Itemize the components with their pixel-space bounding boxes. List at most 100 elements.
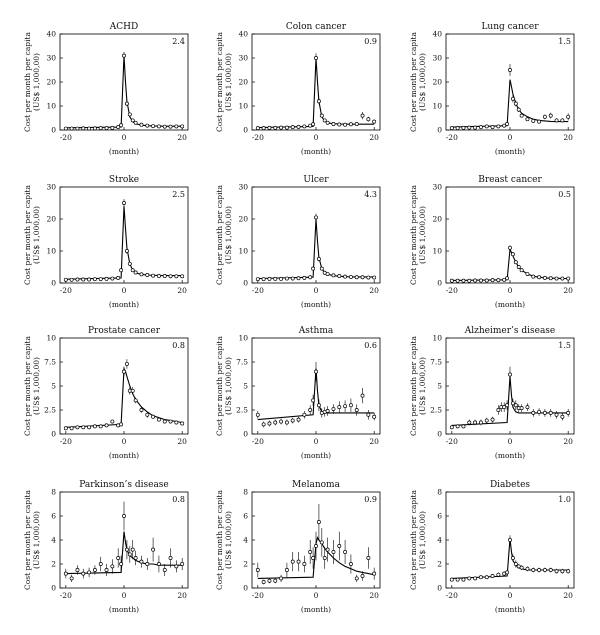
data-point <box>261 277 266 282</box>
data-point <box>467 125 472 130</box>
data-point <box>372 119 377 124</box>
x-tick-label: 0 <box>122 591 127 600</box>
panel-title: Breast cancer <box>478 175 542 185</box>
x-tick-label: 20 <box>563 437 573 446</box>
fit-line <box>65 366 183 428</box>
data-point <box>139 122 144 127</box>
x-tick-label: -20 <box>446 437 458 446</box>
y-tick-label: 4 <box>51 536 56 545</box>
data-point <box>267 578 272 583</box>
y-axis-label-line: Cost per month per capita <box>409 31 418 131</box>
data-point <box>513 562 518 566</box>
data-point <box>478 420 483 425</box>
x-tick-label: -20 <box>446 133 458 142</box>
data-point <box>554 276 559 281</box>
fit-line <box>451 376 569 426</box>
data-point <box>314 56 318 60</box>
data-point <box>525 566 530 571</box>
data-point <box>331 550 336 554</box>
data-point <box>366 556 371 560</box>
data-point <box>505 403 510 408</box>
x-tick-label: 20 <box>177 286 187 295</box>
data-point <box>75 425 80 430</box>
data-point <box>124 361 129 366</box>
data-point <box>92 568 97 572</box>
data-point <box>92 277 97 282</box>
y-axis-label-line: Cost per month per capita <box>23 184 32 284</box>
y-axis-label-line: Cost per month per capita <box>215 489 224 589</box>
data-point <box>87 425 92 430</box>
panel-lung-cancer: Lung cancer 1.5 -20 0 20 0 10 20 30 40 (month) Cost… <box>409 22 575 156</box>
x-axis-label: (month) <box>301 605 331 614</box>
x-axis-label: (month) <box>495 147 525 156</box>
y-axis-label-line: (US$ 1,000,00) <box>224 206 233 264</box>
data-point <box>92 126 97 131</box>
y-axis-label-line: Cost per month per capita <box>23 335 32 435</box>
x-tick-label: 0 <box>314 133 319 142</box>
data-point <box>510 96 515 101</box>
y-tick-label: 0 <box>437 126 442 135</box>
y-axis-label-line: Cost per month per capita <box>409 489 418 589</box>
data-point <box>519 406 524 411</box>
x-tick-label: 0 <box>508 591 513 600</box>
panel-diabetes: Diabetes 1.0 -20 0 20 0 2 4 6 8 (month) Cost per mo… <box>409 480 575 614</box>
y-axis-label-line: (US$ 1,000,00) <box>418 357 427 415</box>
data-point <box>116 556 121 560</box>
data-point <box>311 122 316 127</box>
data-point <box>542 275 547 280</box>
data-point <box>273 125 278 130</box>
data-point <box>337 274 342 278</box>
data-point <box>151 124 156 129</box>
plot-frame <box>59 337 189 435</box>
y-axis-label-line: (US$ 1,000,00) <box>418 53 427 111</box>
data-point <box>168 124 173 129</box>
y-tick-label: 20 <box>238 215 248 224</box>
panel-prostate-cancer: Prostate cancer 0.8 -20 0 20 0 2.5 5 7.5 10 (month… <box>23 326 189 460</box>
x-tick-label: 20 <box>177 437 187 446</box>
data-point <box>255 126 260 131</box>
y-axis-label-line: (US$ 1,000,00) <box>224 53 233 111</box>
y-axis-label-line: Cost per month per capita <box>23 489 32 589</box>
panel-title: Alzheimer’s disease <box>464 326 556 336</box>
data-point <box>98 126 103 131</box>
y-tick-label: 40 <box>432 30 442 39</box>
data-point <box>156 417 161 422</box>
panel-title: Parkinson’s disease <box>79 480 169 490</box>
data-point <box>162 124 167 129</box>
x-tick-label: 0 <box>122 286 127 295</box>
x-tick-label: 0 <box>314 591 319 600</box>
data-point <box>116 275 121 280</box>
data-point <box>279 576 284 581</box>
x-tick-label: 0 <box>508 437 513 446</box>
data-point <box>69 426 74 431</box>
y-tick-label: 10 <box>46 334 56 343</box>
data-point <box>302 124 307 129</box>
y-axis-label-line: Cost per month per capita <box>215 184 224 284</box>
data-point <box>366 117 371 122</box>
fit-line <box>257 368 375 421</box>
y-tick-label: 0 <box>437 584 442 593</box>
data-point <box>255 277 260 282</box>
data-point <box>542 114 547 119</box>
panel-title: Melanoma <box>292 480 341 490</box>
data-point <box>490 574 495 578</box>
data-point <box>537 568 542 572</box>
data-point <box>124 101 129 106</box>
data-point <box>81 126 86 131</box>
data-point <box>316 520 321 524</box>
y-tick-label: 2 <box>51 560 56 569</box>
y-tick-label: 40 <box>46 30 56 39</box>
data-point <box>513 260 518 265</box>
y-tick-label: 6 <box>437 512 442 521</box>
corner-value: 0.8 <box>172 341 185 350</box>
x-axis-label: (month) <box>495 451 525 460</box>
data-point <box>314 369 318 374</box>
data-point <box>81 277 86 282</box>
data-point <box>508 245 512 250</box>
y-axis-label: Cost per month per capita(US$ 1,000,00) <box>23 489 41 589</box>
data-point <box>331 273 336 278</box>
x-tick-label: -20 <box>446 286 458 295</box>
data-point <box>63 277 68 282</box>
data-point <box>325 272 330 276</box>
